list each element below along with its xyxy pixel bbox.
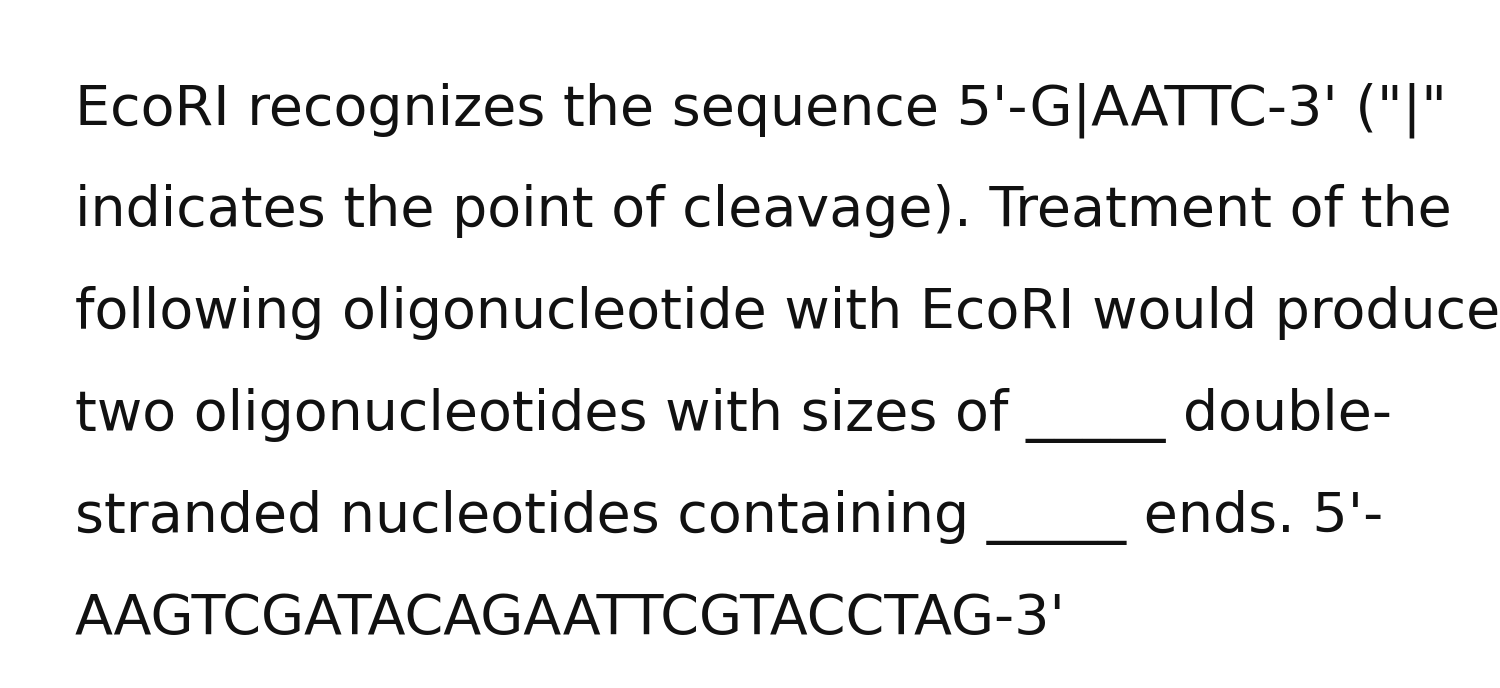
Text: EcoRI recognizes the sequence 5'-G|AATTC-3' ("|": EcoRI recognizes the sequence 5'-G|AATTC… [75,83,1448,138]
Text: AAGTCGATACAGAATTCGTACCTAG-3': AAGTCGATACAGAATTCGTACCTAG-3' [75,592,1066,645]
Text: two oligonucleotides with sizes of _____ double-: two oligonucleotides with sizes of _____… [75,388,1392,443]
Text: stranded nucleotides containing _____ ends. 5'-: stranded nucleotides containing _____ en… [75,490,1383,545]
Text: following oligonucleotide with EcoRI would produce: following oligonucleotide with EcoRI wou… [75,286,1500,340]
Text: indicates the point of cleavage). Treatment of the: indicates the point of cleavage). Treatm… [75,184,1452,238]
